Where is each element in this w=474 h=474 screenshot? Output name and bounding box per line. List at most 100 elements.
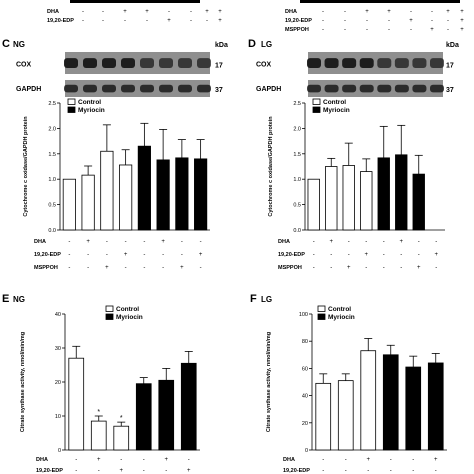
western-blot-d: COX 17 GAPDH 37 — [256, 52, 454, 97]
condition-label: MSPPOH — [34, 265, 58, 271]
blot-band — [359, 84, 374, 93]
bar-myriocin — [412, 173, 425, 231]
top-strip-label-left: 19,20-EDP — [47, 18, 74, 24]
top-strip-mark: - — [146, 18, 148, 24]
blot-band — [121, 58, 135, 69]
blot-band — [412, 58, 427, 69]
bar-myriocin — [194, 158, 208, 231]
blot-band — [178, 84, 192, 93]
y-tick-label: 2.5 — [293, 101, 301, 107]
y-tick-label: 40 — [302, 394, 308, 400]
top-strip-mark: - — [410, 9, 412, 15]
condition-mark: + — [364, 252, 368, 258]
condition-mark: - — [348, 239, 350, 245]
top-strip-mark: + — [205, 9, 209, 15]
condition-mark: + — [399, 239, 403, 245]
top-strip-mark: + — [123, 9, 127, 15]
condition-mark: + — [366, 457, 370, 463]
blot-kda-value: 37 — [215, 87, 223, 94]
top-strip-mark: + — [460, 18, 464, 24]
condition-mark: + — [161, 239, 165, 245]
blot-band — [159, 58, 173, 69]
top-strip-mark: + — [365, 9, 369, 15]
bar-myriocin — [158, 379, 175, 451]
legend-swatch-control — [67, 98, 76, 105]
condition-mark: - — [383, 252, 385, 258]
y-tick-label: 2.0 — [48, 126, 56, 132]
y-tick-label: 1.0 — [48, 177, 56, 183]
legend-swatch-control — [105, 305, 114, 312]
bar-control — [360, 350, 377, 451]
top-strip-label-right: DHA — [285, 9, 297, 15]
condition-mark: - — [125, 265, 127, 271]
top-strip-mark: - — [322, 27, 324, 33]
condition-mark: - — [75, 457, 77, 463]
blot-band-label: COX — [16, 61, 32, 68]
blot-band-label: GAPDH — [16, 86, 41, 93]
condition-mark: - — [200, 265, 202, 271]
chart-f: 0 20 40 60 80 100 Citrate synthase activity, n… — [266, 305, 447, 474]
panel-d-header: D LG kDa — [248, 38, 459, 50]
condition-mark: - — [330, 252, 332, 258]
condition-mark: - — [143, 252, 145, 258]
condition-mark: - — [412, 457, 414, 463]
blot-band — [102, 84, 116, 93]
condition-label: DHA — [278, 239, 290, 245]
condition-mark: + — [329, 239, 333, 245]
bar-myriocin — [405, 366, 422, 451]
y-tick-label: 10 — [55, 414, 61, 420]
bar-control — [337, 380, 354, 451]
condition-mark: - — [418, 239, 420, 245]
top-strip-mark: - — [82, 9, 84, 15]
condition-mark: - — [345, 468, 347, 474]
condition-mark: - — [322, 457, 324, 463]
condition-mark: - — [383, 239, 385, 245]
condition-mark: - — [348, 252, 350, 258]
legend-label: Control — [328, 306, 351, 313]
panel-f-header: F LG — [250, 293, 272, 305]
condition-label: DHA — [34, 239, 46, 245]
condition-mark: - — [313, 265, 315, 271]
top-strip-mark: - — [344, 27, 346, 33]
condition-mark: + — [417, 265, 421, 271]
y-tick-label: 0.5 — [48, 203, 56, 209]
top-strip-mark: + — [218, 18, 222, 24]
bar-control — [119, 164, 133, 231]
panel-d-letter: D — [248, 38, 256, 50]
top-strip-mark: + — [460, 9, 464, 15]
top-strip-mark: + — [387, 9, 391, 15]
y-tick-label: 80 — [302, 339, 308, 345]
y-tick-label: 1.0 — [293, 177, 301, 183]
condition-mark: - — [418, 252, 420, 258]
legend-swatch-myriocin — [67, 106, 76, 113]
condition-mark: - — [400, 252, 402, 258]
bar-myriocin — [377, 157, 390, 231]
condition-mark: - — [390, 468, 392, 474]
blot-band — [140, 58, 154, 69]
legend-label: Myriocin — [323, 107, 350, 114]
y-tick-label: 20 — [302, 421, 308, 427]
bar-control — [342, 165, 355, 231]
blot-band — [83, 58, 97, 69]
condition-mark: - — [68, 252, 70, 258]
blot-band — [102, 58, 116, 69]
significance-mark: * — [97, 409, 100, 416]
condition-mark: + — [119, 468, 123, 474]
condition-mark: - — [365, 265, 367, 271]
blot-band — [394, 58, 409, 69]
bar-myriocin — [427, 362, 444, 451]
bar-control — [62, 178, 76, 231]
condition-mark: - — [435, 239, 437, 245]
bar-myriocin — [175, 157, 189, 231]
blot-kda-value: 17 — [215, 62, 223, 69]
chart-e: 0 10 20 30 40 Citrate synthase activity, nmol… — [20, 305, 200, 474]
top-strip-mark: - — [388, 18, 390, 24]
bar-myriocin — [382, 354, 399, 451]
condition-mark: - — [330, 265, 332, 271]
bar-myriocin — [180, 362, 197, 451]
top-strip-mark: + — [460, 27, 464, 33]
top-strip-mark: + — [446, 9, 450, 15]
legend-label: Myriocin — [328, 314, 355, 321]
blot-band — [64, 58, 78, 69]
condition-mark: + — [434, 457, 438, 463]
